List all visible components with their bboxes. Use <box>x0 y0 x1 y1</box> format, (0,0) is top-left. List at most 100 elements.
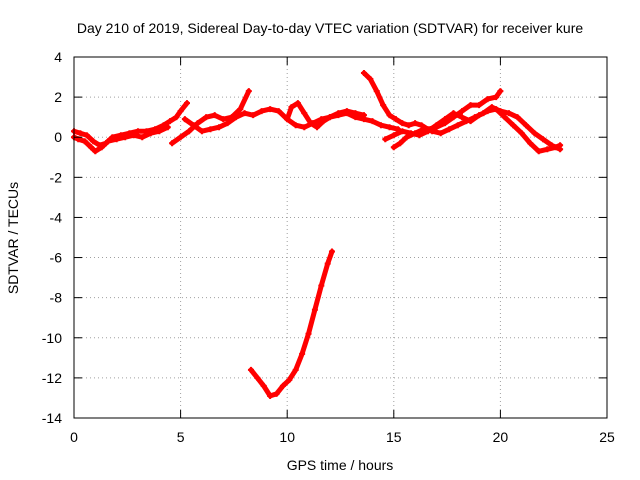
plot-frame <box>73 56 608 419</box>
data-point <box>169 140 176 147</box>
data-point <box>307 120 314 127</box>
data-point <box>360 112 367 119</box>
y-tick-label: -2 <box>50 169 63 185</box>
data-point <box>429 128 436 135</box>
data-point <box>510 122 517 129</box>
x-tick-label: 15 <box>386 429 402 445</box>
data-point <box>399 128 406 135</box>
y-tick-label: 2 <box>54 89 62 105</box>
data-point <box>352 110 359 117</box>
data-point <box>237 106 244 113</box>
data-point <box>390 144 397 151</box>
data-point <box>328 248 335 255</box>
data-point <box>183 100 190 107</box>
data-point <box>544 146 551 153</box>
data-point <box>215 124 222 131</box>
data-point <box>433 122 440 129</box>
data-point <box>286 376 293 383</box>
y-tick-label: -14 <box>42 410 62 426</box>
data-point <box>260 382 267 389</box>
data-point <box>527 140 534 147</box>
data-point <box>514 114 521 121</box>
data-point <box>250 112 257 119</box>
data-point <box>233 114 240 121</box>
data-point <box>88 144 95 151</box>
data-point <box>326 114 333 121</box>
data-point <box>186 128 193 135</box>
data-point <box>497 108 504 115</box>
data-point <box>392 116 399 123</box>
data-point <box>367 76 374 83</box>
x-tick-label: 25 <box>599 429 615 445</box>
data-point <box>177 108 184 115</box>
data-point <box>203 114 210 121</box>
data-point <box>382 136 389 143</box>
data-point <box>318 282 325 289</box>
data-point <box>386 112 393 119</box>
data-point <box>245 88 252 95</box>
axis-ticks: 0 5 10 15 20 25 -14 -12 -10 -8 -6 -4 -2 0 2 4 <box>42 49 615 445</box>
data-point <box>467 102 474 109</box>
data-point <box>83 132 90 139</box>
data-point <box>373 88 380 95</box>
data-point <box>130 132 137 139</box>
data-point <box>493 94 500 101</box>
data-point <box>292 366 299 373</box>
data-point <box>405 122 412 129</box>
data-point <box>164 124 171 131</box>
series-line <box>248 249 335 399</box>
data-point <box>397 140 404 147</box>
data-point <box>267 392 274 399</box>
data-point <box>177 134 184 141</box>
data-point <box>441 116 448 123</box>
x-axis-label: GPS time / hours <box>287 457 394 473</box>
data-point <box>220 116 227 123</box>
data-point <box>450 110 457 117</box>
data-point <box>90 138 97 145</box>
data-point <box>81 138 88 145</box>
data-point <box>548 142 555 149</box>
data-point <box>134 128 141 135</box>
data-point <box>275 108 282 115</box>
data-point <box>77 130 84 137</box>
data-point <box>273 390 280 397</box>
data-point <box>305 330 312 337</box>
y-tick-label: -6 <box>50 250 63 266</box>
data-point <box>420 126 427 133</box>
x-tick-label: 10 <box>279 429 295 445</box>
data-point <box>147 130 154 137</box>
data-point <box>459 108 466 115</box>
data-point <box>292 122 299 129</box>
data-point <box>181 116 188 123</box>
data-point <box>173 114 180 121</box>
data-point <box>324 260 331 267</box>
data-point <box>531 130 538 137</box>
data-point <box>335 110 342 117</box>
data-point <box>198 128 205 135</box>
series-line <box>169 88 252 146</box>
y-tick-label: 4 <box>54 49 62 65</box>
data-point <box>299 350 306 357</box>
data-point <box>314 124 321 131</box>
x-tick-label: 5 <box>177 429 185 445</box>
data-point <box>288 104 295 111</box>
y-tick-label: 0 <box>54 129 62 145</box>
data-point <box>518 130 525 137</box>
data-point <box>190 122 197 129</box>
data-point <box>403 134 410 141</box>
data-point <box>437 130 444 137</box>
data-point <box>480 110 487 117</box>
data-point <box>279 382 286 389</box>
data-point <box>360 70 367 77</box>
x-tick-label: 20 <box>493 429 509 445</box>
data-point <box>254 374 261 381</box>
data-point <box>380 102 387 109</box>
data-point <box>113 136 120 143</box>
data-point <box>454 122 461 129</box>
x-tick-label: 0 <box>70 429 78 445</box>
data-point <box>247 366 254 373</box>
y-tick-label: -12 <box>42 370 62 386</box>
series-sat-a <box>71 100 190 149</box>
data-point <box>343 108 350 115</box>
y-tick-label: -10 <box>42 330 62 346</box>
